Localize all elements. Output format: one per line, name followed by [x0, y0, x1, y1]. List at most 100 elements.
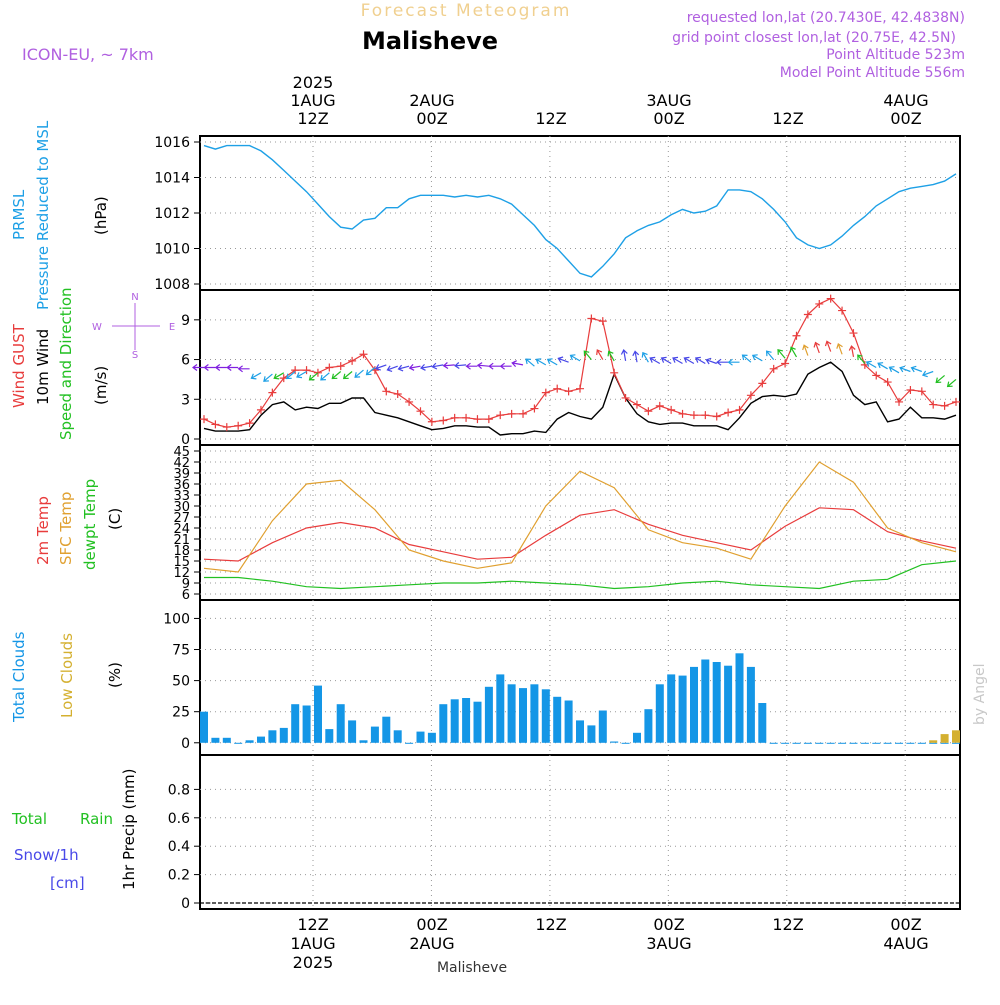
gust-marker	[792, 331, 801, 340]
y-tick-label: 42	[173, 456, 190, 471]
wind-gust-label: Wind GUST	[10, 323, 28, 408]
gust-marker	[929, 400, 938, 409]
y-tick-label: 0.6	[168, 811, 190, 827]
cloud-bar	[484, 686, 493, 743]
gust-marker	[621, 393, 630, 402]
cloud-bar	[200, 711, 208, 743]
gust-marker	[473, 415, 482, 424]
wind-arrow	[308, 372, 319, 381]
wind-arrow	[375, 364, 387, 371]
gust-marker	[895, 397, 904, 406]
cloud-bar	[257, 736, 265, 743]
time-label-top: 3AUG	[646, 91, 691, 110]
wind-arrow	[596, 349, 604, 360]
wind-arrow	[569, 354, 581, 362]
gust-marker	[872, 371, 881, 380]
cloud-bar	[678, 675, 687, 743]
cloud-bar	[815, 742, 824, 744]
time-label-top: 4AUG	[883, 91, 928, 110]
cloud-bar	[496, 674, 505, 743]
wind-arrow	[683, 356, 695, 365]
gust-marker	[781, 359, 790, 368]
time-label-top: 2AUG	[409, 91, 454, 110]
wind-arrow	[546, 358, 558, 366]
cloud-bar	[416, 731, 425, 743]
gust-marker	[576, 384, 584, 393]
gust-marker	[701, 411, 710, 420]
gust-marker	[519, 409, 528, 418]
chart-marks	[192, 144, 960, 904]
cloud-bar	[690, 666, 698, 743]
pressure-msl-label: Pressure Reduced to MSL	[34, 120, 52, 310]
gust-marker	[758, 379, 767, 388]
wind-arrow	[765, 350, 775, 360]
time-label-bottom: 12Z	[535, 915, 566, 934]
gust-marker	[268, 388, 277, 397]
time-label-bottom: 12Z	[297, 915, 328, 934]
dewpt-line	[204, 560, 957, 590]
wind-arrow	[705, 357, 717, 365]
panel-frame-wind	[199, 289, 961, 446]
gust-marker	[541, 388, 550, 397]
gust-marker	[826, 294, 835, 303]
panel-frames	[199, 135, 961, 910]
cloud-bar	[268, 730, 277, 743]
pressure-line	[203, 144, 957, 278]
time-label-top: 00Z	[416, 109, 447, 128]
cloud-bar	[781, 742, 790, 744]
gust-marker	[450, 413, 459, 422]
wind-arrow	[354, 369, 364, 378]
cloud-bar	[587, 725, 596, 743]
y-tick-label: 1008	[154, 277, 190, 293]
y-tick-label: 0.2	[168, 868, 190, 884]
tick-labels: 1008101010121014101603696912151821242730…	[154, 135, 190, 912]
cloud-bar	[519, 688, 527, 743]
wind-arrow	[192, 364, 204, 371]
cloud-bar	[405, 742, 414, 744]
gust-marker	[405, 397, 414, 406]
wind-arrow	[203, 364, 216, 371]
wind-unit-label: (m/s)	[92, 366, 110, 405]
cloud-bar	[860, 742, 869, 744]
chart-title: Malisheve	[362, 27, 498, 55]
wind-arrow	[935, 374, 945, 384]
wind-arrow	[250, 372, 262, 380]
cloud-bar	[826, 742, 835, 744]
gust-marker	[427, 417, 436, 426]
cloud-bar	[610, 741, 619, 743]
wind-arrow	[620, 349, 628, 362]
wind-arrow	[511, 360, 524, 368]
cloud-bar	[211, 737, 220, 743]
gust-marker	[348, 356, 357, 365]
wind-arrow	[848, 345, 856, 358]
wind-arrow	[727, 358, 740, 366]
time-label-bottom: 1AUG	[290, 934, 335, 953]
cloud-bar	[439, 704, 448, 743]
gust-marker	[564, 387, 573, 396]
time-label-bottom: 2025	[293, 953, 334, 972]
panel-frame-temperature	[199, 444, 961, 601]
prmsl-label: PRMSL	[10, 189, 28, 240]
gust-marker	[462, 413, 471, 422]
pressure-unit-label: (hPa)	[92, 196, 110, 235]
cloud-bar	[712, 662, 721, 743]
cloud-bar	[234, 742, 243, 744]
wind-arrow	[899, 365, 911, 373]
requested-coords: requested lon,lat (20.7430E, 42.4838N)	[687, 10, 965, 26]
cloud-bar	[735, 653, 744, 743]
wind-arrow	[751, 354, 763, 362]
gust-marker	[849, 329, 858, 338]
snow-unit-label: [cm]	[50, 874, 85, 892]
cloud-bar	[473, 701, 482, 743]
cloud-bar	[291, 704, 300, 743]
y-tick-label: 30	[173, 500, 190, 515]
wind-arrow	[813, 341, 821, 354]
wind-arrow	[525, 358, 535, 367]
wind-arrow	[741, 354, 752, 363]
snow-label: Snow/1h	[14, 846, 79, 864]
wind-arrow	[442, 362, 455, 370]
wind-arrow	[660, 356, 672, 365]
gust-marker	[245, 419, 254, 428]
wind-arrow	[857, 354, 866, 364]
